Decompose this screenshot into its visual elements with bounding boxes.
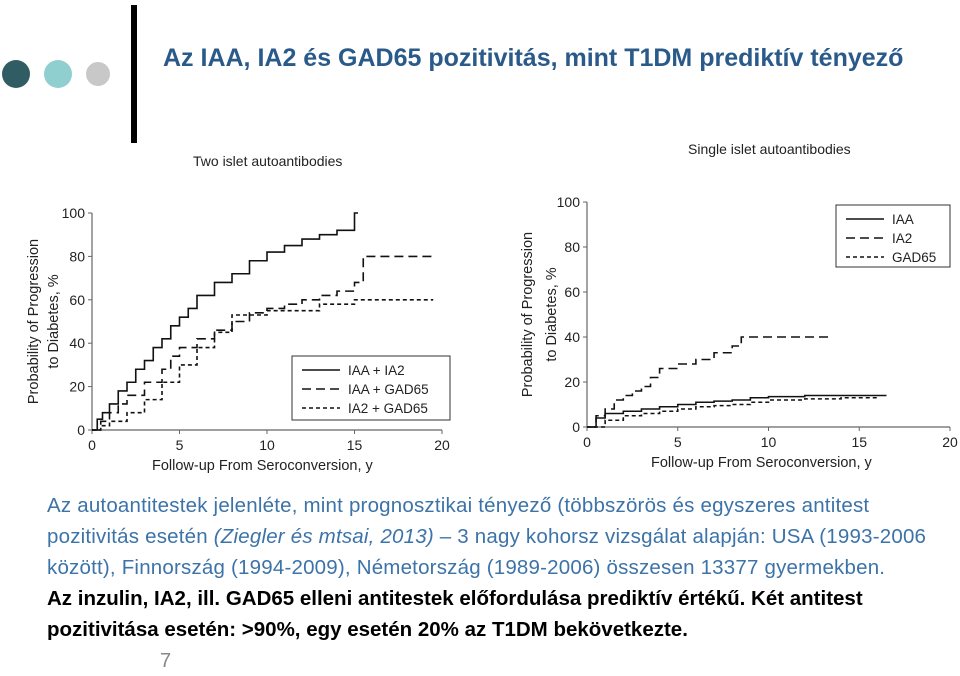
c2-y-axis-label-line2: to Diabetes, % [544, 267, 560, 361]
c1-legend-label-2: IAA + GAD65 [348, 382, 429, 397]
c1-y-tick-label: 20 [69, 379, 85, 395]
body-text: Az autoantitestek jelenléte, mint progno… [47, 490, 952, 645]
c1-y-tick-label: 60 [69, 292, 85, 308]
c2-x-tick-label: 20 [942, 434, 958, 450]
c2-x-axis-label: Follow-up From Seroconversion, y [651, 455, 873, 471]
c1-y-tick-label: 0 [77, 422, 85, 438]
title-divider-bar [131, 5, 137, 143]
c1-y-tick-label: 100 [62, 205, 86, 221]
slide-title: Az IAA, IA2 és GAD65 pozitivitás, mint T… [163, 44, 904, 72]
c1-series-line-1 [92, 212, 358, 431]
c1-x-tick-label: 20 [434, 437, 450, 453]
c1-series-line-2 [92, 255, 434, 431]
bullet-dot-dark [2, 60, 30, 88]
c2-legend-label-2: IA2 [892, 231, 912, 246]
c2-y-tick-label: 20 [564, 374, 580, 390]
c2-series-line-3 [587, 396, 878, 428]
c1-y-axis-label-line1: Probability of Progression [26, 239, 42, 404]
c1-x-tick-label: 5 [176, 437, 184, 453]
c2-legend-label-3: GAD65 [892, 250, 936, 265]
c2-y-tick-label: 80 [564, 239, 580, 255]
c2-legend-label-1: IAA [892, 212, 914, 227]
c1-y-axis-label-line2: to Diabetes, % [46, 274, 62, 368]
c2-y-axis-label-line1: Probability of Progression [520, 232, 536, 397]
c1-x-axis-label: Follow-up From Seroconversion, y [152, 458, 374, 474]
c1-y-tick-label: 40 [69, 335, 85, 351]
c1-legend-label-1: IAA + IA2 [348, 363, 405, 378]
c2-x-tick-label: 10 [761, 434, 777, 450]
page-number: 7 [160, 650, 172, 672]
c2-chart-title: Single islet autoantibodies [688, 141, 851, 157]
bullet-dot-grey [86, 62, 110, 86]
c2-series-line-2 [587, 336, 833, 428]
body-paragraph-1: Az autoantitestek jelenléte, mint progno… [47, 494, 870, 548]
conclusion-text: Az inzulin, IA2, ill. GAD65 elleni antit… [47, 587, 863, 641]
c2-y-tick-label: 100 [557, 194, 581, 210]
c2-series-line-1 [587, 394, 887, 428]
c2-x-tick-label: 15 [851, 434, 867, 450]
c2-x-tick-label: 0 [583, 434, 591, 450]
c1-y-tick-label: 80 [69, 248, 85, 264]
c1-x-tick-label: 15 [347, 437, 363, 453]
c2-y-tick-label: 0 [572, 419, 580, 435]
c1-chart-title: Two islet autoantibodies [193, 153, 342, 169]
c1-x-tick-label: 0 [88, 437, 96, 453]
c1-series-line-3 [92, 299, 434, 431]
citation: (Ziegler és mtsai, 2013) [213, 525, 434, 548]
c1-legend-box [291, 355, 451, 421]
c1-legend-label-3: IA2 + GAD65 [348, 401, 428, 416]
c2-y-tick-label: 60 [564, 284, 580, 300]
c2-y-tick-label: 40 [564, 329, 580, 345]
bullet-dot-teal [44, 60, 72, 88]
c1-x-tick-label: 10 [259, 437, 275, 453]
c2-x-tick-label: 5 [674, 434, 682, 450]
body-paragraph-2: – 3 nagy kohorsz vizsgálat alapján: USA … [47, 525, 927, 579]
